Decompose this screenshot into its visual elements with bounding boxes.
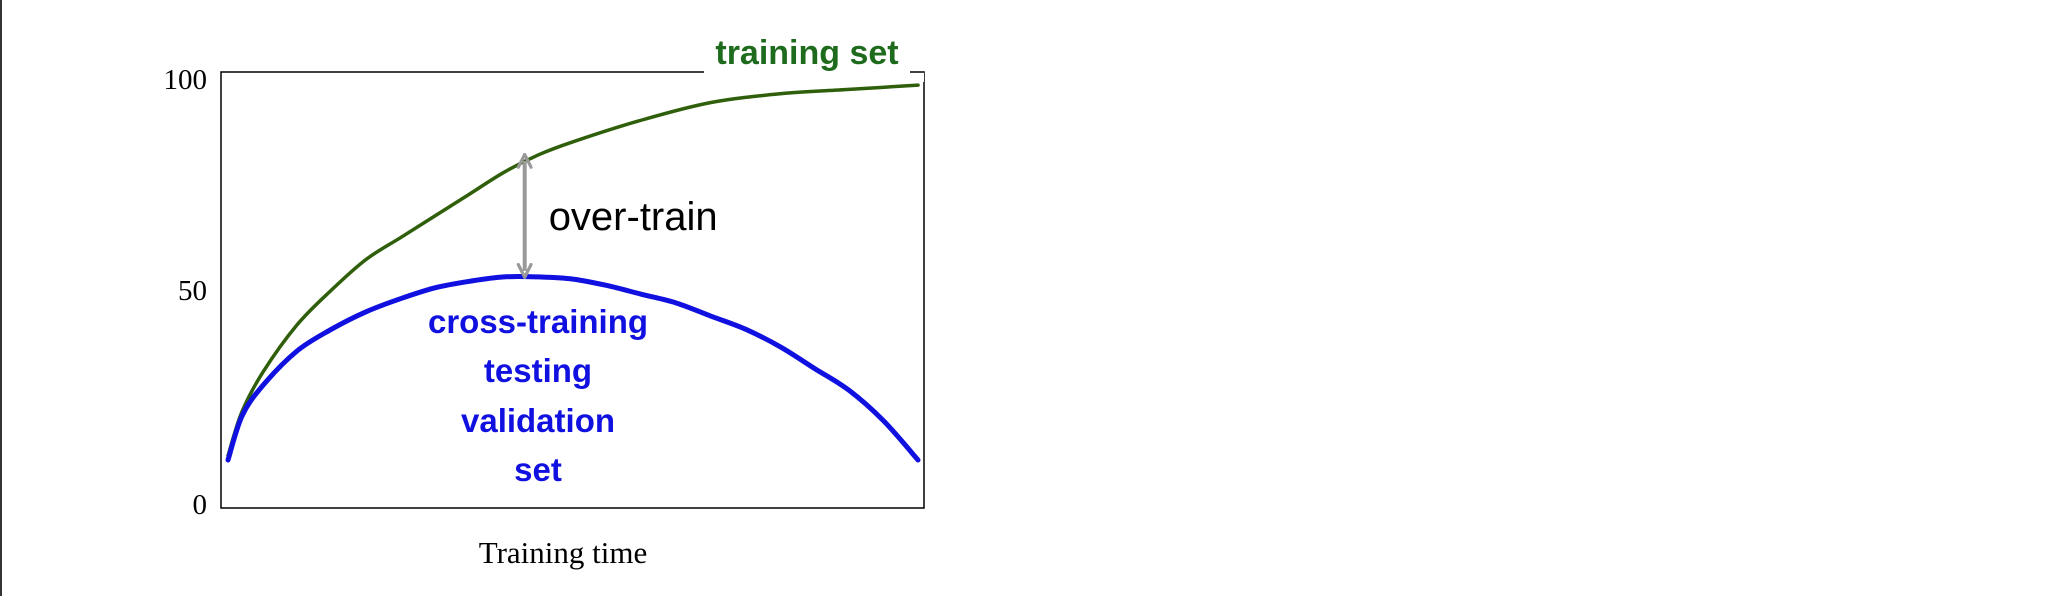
training-set-label: training set	[715, 34, 898, 72]
y-tick-label-100: 100	[164, 64, 208, 96]
y-tick-label-0: 0	[193, 489, 208, 521]
validation-label-line-4: set	[514, 451, 562, 488]
training-set-line	[226, 83, 920, 458]
validation-set-line	[225, 274, 921, 463]
validation-label-line-3: validation	[461, 402, 615, 439]
plot-frame	[220, 71, 925, 509]
legend-label-background	[704, 62, 924, 82]
validation-label-line-2: testing	[484, 352, 592, 389]
x-axis-label: Training time	[479, 535, 648, 570]
y-tick-label-50: 50	[178, 275, 207, 307]
validation-label-line-1: cross-training	[428, 303, 648, 340]
over-train-label: over-train	[549, 195, 718, 239]
